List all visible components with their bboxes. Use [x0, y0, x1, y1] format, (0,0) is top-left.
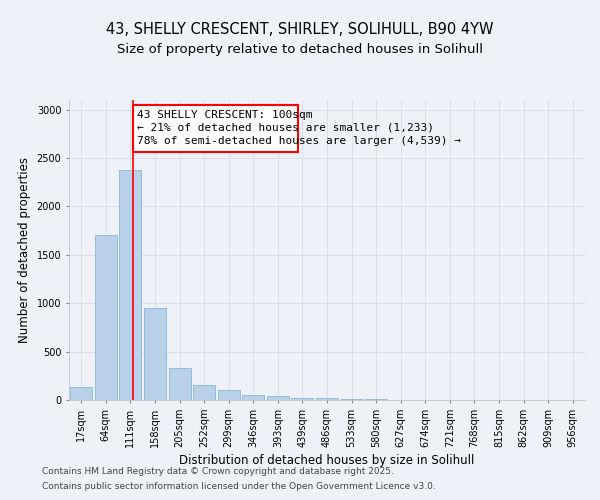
- Bar: [267, 396, 289, 400]
- Bar: [119, 170, 142, 400]
- Bar: [70, 388, 92, 400]
- Bar: [169, 368, 191, 400]
- Text: Contains public sector information licensed under the Open Government Licence v3: Contains public sector information licen…: [42, 482, 436, 491]
- Text: Size of property relative to detached houses in Solihull: Size of property relative to detached ho…: [117, 42, 483, 56]
- Y-axis label: Number of detached properties: Number of detached properties: [18, 157, 31, 343]
- Bar: [292, 398, 313, 400]
- Text: Contains HM Land Registry data © Crown copyright and database right 2025.: Contains HM Land Registry data © Crown c…: [42, 467, 394, 476]
- Bar: [341, 399, 362, 400]
- Bar: [218, 390, 240, 400]
- Text: 43, SHELLY CRESCENT, SHIRLEY, SOLIHULL, B90 4YW: 43, SHELLY CRESCENT, SHIRLEY, SOLIHULL, …: [106, 22, 494, 38]
- Bar: [95, 236, 117, 400]
- X-axis label: Distribution of detached houses by size in Solihull: Distribution of detached houses by size …: [179, 454, 475, 467]
- Bar: [242, 394, 265, 400]
- Bar: [144, 308, 166, 400]
- Bar: [133, 105, 298, 152]
- Bar: [365, 399, 387, 400]
- Bar: [316, 398, 338, 400]
- Bar: [193, 385, 215, 400]
- Text: 43 SHELLY CRESCENT: 100sqm
← 21% of detached houses are smaller (1,233)
78% of s: 43 SHELLY CRESCENT: 100sqm ← 21% of deta…: [137, 110, 461, 146]
